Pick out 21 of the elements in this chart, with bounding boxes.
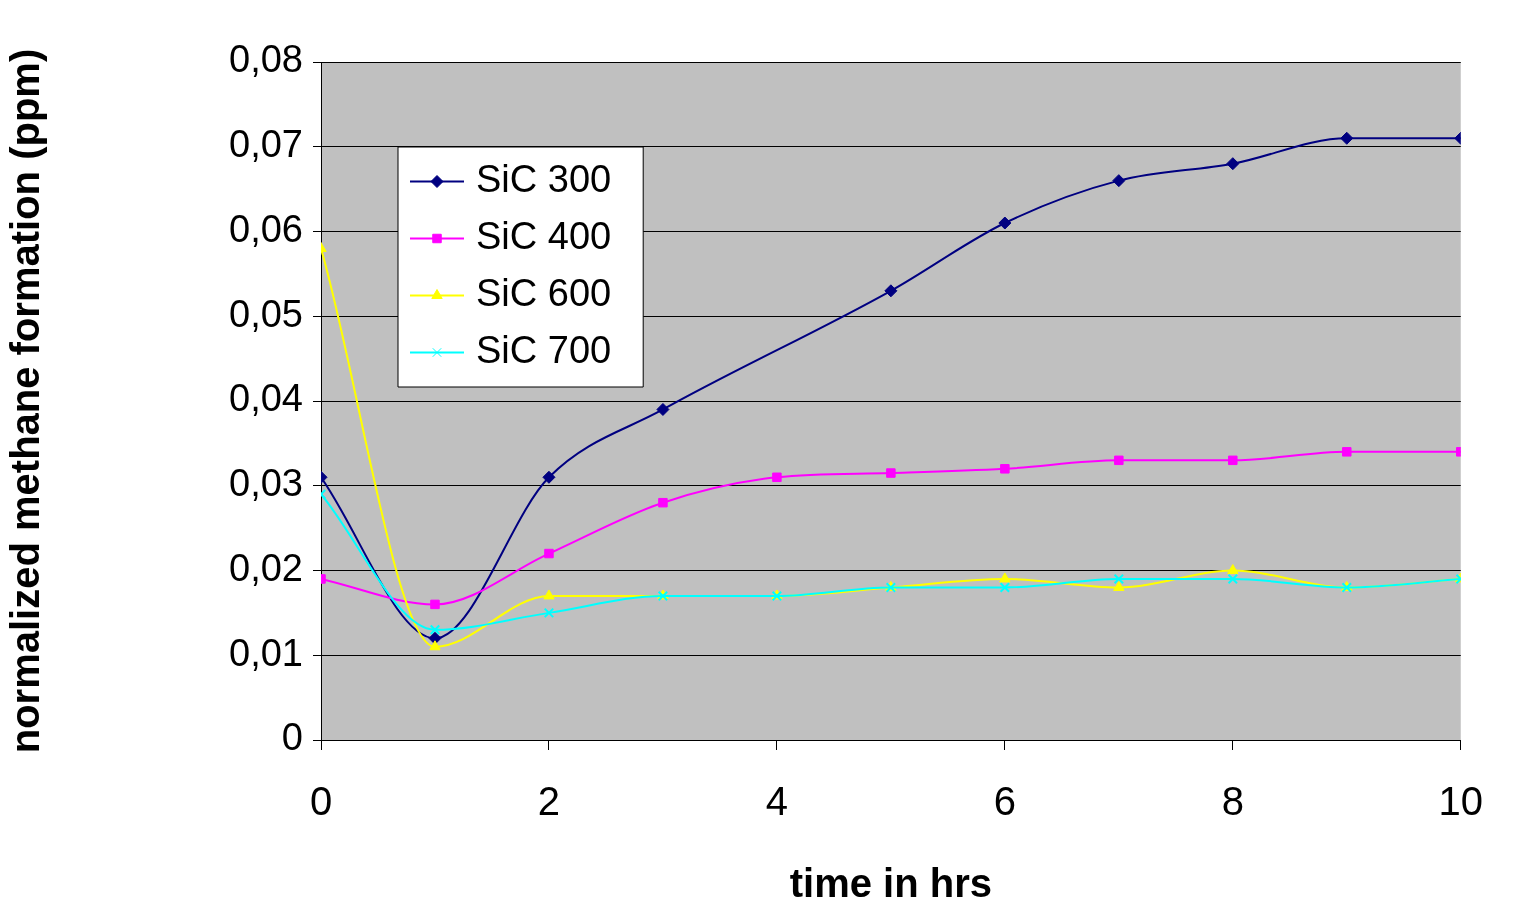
y-tick-label: 0,01 (229, 631, 303, 674)
legend-label: SiC 400 (476, 214, 612, 257)
y-tick-label: 0,03 (229, 462, 303, 505)
y-tick-label: 0,04 (229, 377, 303, 420)
x-tick-label: 10 (1438, 779, 1483, 824)
y-tick-label: 0,05 (229, 292, 303, 335)
legend-label: SiC 700 (476, 328, 612, 371)
x-axis-title: time in hrs (789, 861, 993, 906)
y-tick-label: 0,08 (229, 38, 303, 81)
legend-label: SiC 300 (476, 157, 612, 200)
legend-label: SiC 600 (476, 271, 612, 314)
x-tick-label: 0 (309, 779, 333, 824)
x-tick-label: 2 (537, 779, 561, 824)
y-tick-label: 0,07 (229, 123, 303, 166)
y-axis-title: normalized methane formation (ppm) (3, 48, 48, 754)
x-tick-label: 6 (993, 779, 1016, 824)
x-tick-label: 8 (1221, 779, 1244, 824)
y-tick-label: 0 (281, 716, 303, 759)
x-tick-label: 4 (765, 779, 789, 824)
y-tick-label: 0,06 (229, 207, 303, 250)
y-tick-label: 0,02 (229, 546, 303, 589)
